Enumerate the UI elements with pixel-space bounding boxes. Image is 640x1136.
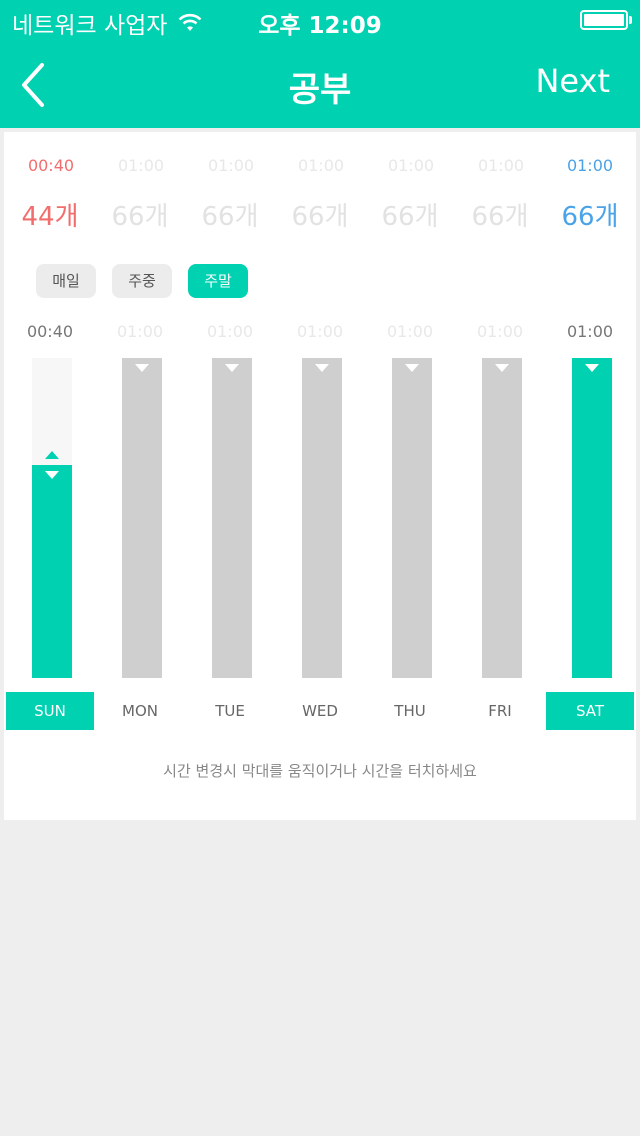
bar-time-thu[interactable]: 01:00 [386,322,434,341]
toggle-weekdays[interactable]: 주중 [112,264,172,298]
bar-sat[interactable] [572,358,612,678]
app-header: 네트워크 사업자 오후 12:09 공부 Next [0,0,640,128]
count-thu: 66개 [381,202,439,232]
drag-handle-down-icon[interactable] [135,364,149,372]
top-time-sun[interactable]: 00:40 [27,156,75,175]
drag-handle-down-icon[interactable] [405,364,419,372]
bar-fri[interactable] [482,358,522,678]
bar-wed[interactable] [302,358,342,678]
drag-handle-down-icon[interactable] [585,364,599,372]
back-button[interactable] [18,62,58,108]
day-mon[interactable]: MON [122,702,158,720]
day-row: SUN MON TUE WED THU FRI SAT [4,692,636,730]
status-time: 오후 12:09 [258,13,382,39]
bar-time-sat[interactable]: 01:00 [566,322,614,341]
bar-sun[interactable] [32,358,72,678]
status-carrier: 네트워크 사업자 [12,6,203,40]
toggle-everyday[interactable]: 매일 [36,264,96,298]
bar-fill [572,358,612,678]
top-time-sat[interactable]: 01:00 [566,156,614,175]
day-sun[interactable]: SUN [6,692,94,730]
count-row: 44개 66개 66개 66개 66개 66개 66개 [4,196,636,236]
bar-time-tue[interactable]: 01:00 [206,322,254,341]
period-toggle-group: 매일 주중 주말 [36,264,248,298]
day-sat[interactable]: SAT [546,692,634,730]
drag-handle-up-icon[interactable] [45,451,59,459]
drag-handle-down-icon[interactable] [225,364,239,372]
day-thu[interactable]: THU [394,702,426,720]
battery-icon [580,10,632,30]
bar-time-sun[interactable]: 00:40 [26,322,74,341]
next-button[interactable]: Next [535,62,610,100]
top-time-row: 00:40 01:00 01:00 01:00 01:00 01:00 01:0… [4,156,636,186]
bar-mon[interactable] [122,358,162,678]
bar-time-mon[interactable]: 01:00 [116,322,164,341]
top-time-thu[interactable]: 01:00 [387,156,435,175]
chevron-left-icon [22,63,44,107]
day-tue[interactable]: TUE [215,702,245,720]
top-time-fri[interactable]: 01:00 [477,156,525,175]
day-wed[interactable]: WED [302,702,338,720]
top-time-mon[interactable]: 01:00 [117,156,165,175]
hint-text: 시간 변경시 막대를 움직이거나 시간을 터치하세요 [163,762,477,780]
count-sun: 44개 [21,202,79,232]
bar-time-fri[interactable]: 01:00 [476,322,524,341]
bar-fill [32,465,72,678]
carrier-name: 네트워크 사업자 [12,13,168,39]
count-mon: 66개 [111,202,169,232]
bar-thu[interactable] [392,358,432,678]
day-fri[interactable]: FRI [488,702,512,720]
count-wed: 66개 [291,202,349,232]
schedule-card: 00:40 01:00 01:00 01:00 01:00 01:00 01:0… [4,132,636,820]
drag-handle-down-icon[interactable] [315,364,329,372]
toggle-weekend[interactable]: 주말 [188,264,248,298]
count-tue: 66개 [201,202,259,232]
bar-time-row: 00:40 01:00 01:00 01:00 01:00 01:00 01:0… [4,322,636,352]
page-title: 공부 [288,70,352,110]
count-sat: 66개 [561,202,619,232]
drag-handle-down-icon[interactable] [495,364,509,372]
bar-time-wed[interactable]: 01:00 [296,322,344,341]
drag-handle-down-icon[interactable] [45,471,59,479]
bar-tue[interactable] [212,358,252,678]
wifi-icon [179,13,202,31]
top-time-tue[interactable]: 01:00 [207,156,255,175]
top-time-wed[interactable]: 01:00 [297,156,345,175]
count-fri: 66개 [471,202,529,232]
